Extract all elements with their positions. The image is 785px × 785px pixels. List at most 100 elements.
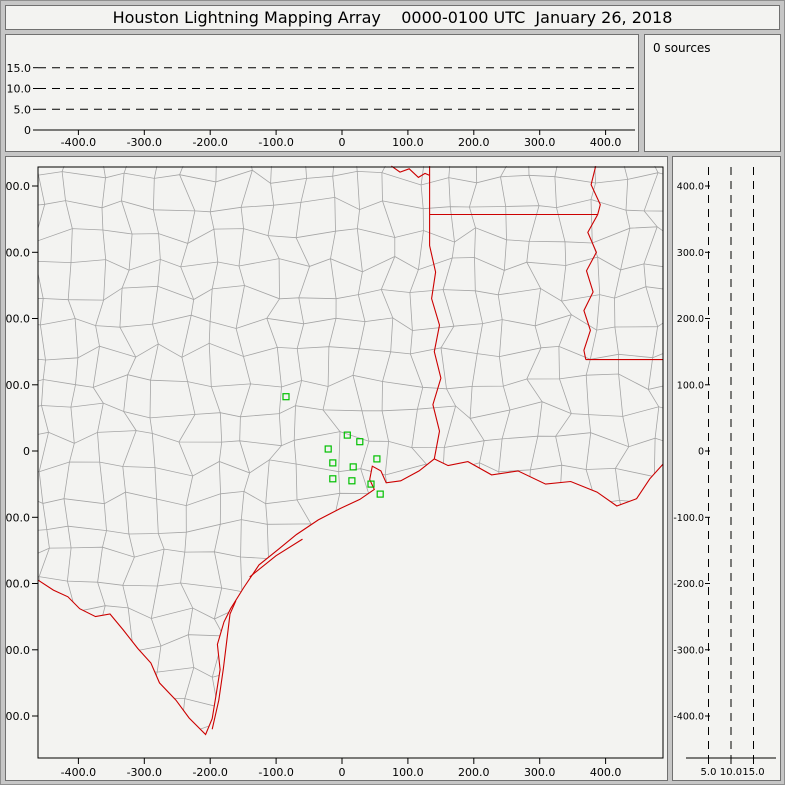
county-line — [380, 166, 399, 735]
altitude-tick-label: 10.0 — [7, 83, 32, 96]
county-line — [554, 166, 572, 735]
altitude-tick-label: 5.0 — [701, 767, 717, 778]
ew-distance-tick-label: -300.0 — [127, 136, 162, 149]
ew-distance-tick-label: -300.0 — [127, 766, 162, 779]
border-mississippi_river — [583, 165, 601, 360]
sources-count-label: 0 sources — [653, 41, 711, 55]
barrier-island — [249, 538, 303, 578]
ew-distance-tick-label: 400.0 — [590, 136, 622, 149]
altitude-vs-northsouth-panel: 5.0 10.0 15.0 400.0 300.0 200.0 100.0 0 -100.0 -2… — [672, 156, 781, 781]
county-line — [583, 166, 601, 735]
ew-distance-tick-label: -200.0 — [192, 136, 227, 149]
station-marker — [376, 490, 384, 498]
county-line — [38, 576, 663, 594]
ns-distance-tick-label: 100.0 — [677, 380, 704, 391]
ew-distance-tick-label: 400.0 — [590, 766, 622, 779]
altitude-tick-label: 15.0 — [742, 767, 764, 778]
page-title: Houston Lightning Mapping Array 0000-010… — [112, 8, 673, 27]
ns-distance-tick-label: -400.0 — [6, 710, 30, 723]
county-line — [265, 166, 283, 735]
ns-distance-tick-label: -400.0 — [673, 712, 704, 723]
station-marker — [343, 431, 351, 439]
ns-distance-tick-label: -200.0 — [6, 578, 30, 591]
station-marker — [373, 455, 381, 463]
county-line — [352, 166, 370, 735]
county-line — [61, 166, 79, 735]
county-line — [440, 166, 457, 735]
ns-distance-tick-label: -100.0 — [673, 513, 704, 524]
county-line — [468, 166, 485, 735]
ns-distance-tick-label: -100.0 — [6, 511, 30, 524]
county-line — [38, 693, 663, 711]
ns-distance-tick-label: -300.0 — [673, 645, 704, 656]
ns-distance-tick-label: 0 — [698, 447, 704, 458]
ew-distance-tick-label: 0 — [339, 136, 346, 149]
ns-distance-tick-label: 0 — [23, 445, 30, 458]
ns-distance-tick-label: 300.0 — [677, 248, 704, 259]
altitude-tick-label: 0 — [24, 124, 31, 137]
county-line — [38, 722, 663, 735]
station-marker — [329, 475, 337, 483]
county-line — [38, 519, 663, 535]
ew-distance-tick-label: 0 — [339, 766, 346, 779]
ns-distance-tick-label: -300.0 — [6, 644, 30, 657]
altitude-vs-eastwest-chart[interactable]: -400.0 -300.0 -200.0 -100.0 0 100.0 200.0 300.0… — [6, 35, 638, 151]
station-marker — [329, 459, 337, 467]
county-line — [208, 166, 225, 735]
ew-distance-tick-label: 300.0 — [524, 766, 556, 779]
ew-distance-tick-label: 200.0 — [458, 766, 490, 779]
county-boundaries — [38, 166, 663, 735]
ns-distance-tick-label: 400.0 — [677, 182, 704, 193]
barrier-island — [211, 600, 237, 730]
border-red_river — [391, 165, 430, 179]
county-line — [38, 314, 663, 331]
ns-distance-tick-label: 200.0 — [677, 314, 704, 325]
state-borders-and-coastline — [37, 165, 664, 736]
ew-distance-tick-label: -100.0 — [258, 766, 293, 779]
station-marker — [356, 438, 364, 446]
plan-view-map[interactable]: -400.0 -300.0 -200.0 -100.0 0 100.0 200.0 300.0… — [6, 157, 667, 780]
altitude-tick-label: 5.0 — [14, 103, 32, 116]
county-line — [38, 459, 663, 478]
map-frame — [37, 166, 664, 759]
ew-distance-tick-label: -100.0 — [258, 136, 293, 149]
county-line — [643, 166, 660, 735]
county-line — [178, 166, 196, 735]
ns-distance-tick-label: 400.0 — [6, 180, 30, 193]
lma-stations — [282, 393, 384, 498]
county-line — [38, 342, 663, 361]
county-line — [409, 166, 428, 735]
altitude-tick-label: 15.0 — [7, 62, 32, 75]
station-marker — [348, 477, 356, 485]
ew-distance-tick-label: -400.0 — [61, 136, 96, 149]
ew-distance-tick-label: -400.0 — [61, 766, 96, 779]
station-marker — [324, 445, 332, 453]
ns-distance-tick-label: 300.0 — [6, 246, 30, 259]
county-line — [38, 430, 663, 449]
county-line — [497, 166, 514, 735]
county-line — [92, 166, 108, 735]
county-line — [149, 166, 165, 735]
county-line — [38, 256, 663, 273]
county-line — [119, 166, 137, 735]
county-line — [38, 664, 663, 681]
county-line — [38, 169, 663, 186]
county-line — [322, 166, 341, 735]
altitude-vs-northsouth-chart[interactable]: 5.0 10.0 15.0 400.0 300.0 200.0 100.0 0 -100.0 -2… — [673, 157, 780, 780]
plan-view-map-panel: -400.0 -300.0 -200.0 -100.0 0 100.0 200.0 300.0… — [5, 156, 668, 781]
county-line — [38, 285, 663, 302]
county-line — [38, 546, 663, 565]
ew-distance-tick-label: 100.0 — [392, 136, 424, 149]
ns-distance-tick-label: 200.0 — [6, 313, 30, 326]
county-line — [38, 373, 663, 390]
ew-distance-tick-label: 200.0 — [458, 136, 490, 149]
altitude-tick-label: 10.0 — [720, 767, 742, 778]
ew-distance-tick-label: 100.0 — [392, 766, 424, 779]
station-marker — [282, 393, 290, 401]
county-line — [38, 401, 663, 419]
altitude-vs-eastwest-panel: -400.0 -300.0 -200.0 -100.0 0 100.0 200.0 300.0… — [5, 34, 639, 152]
ew-distance-tick-label: -200.0 — [192, 766, 227, 779]
title-bar: Houston Lightning Mapping Array 0000-010… — [5, 5, 780, 30]
station-marker — [349, 463, 357, 471]
